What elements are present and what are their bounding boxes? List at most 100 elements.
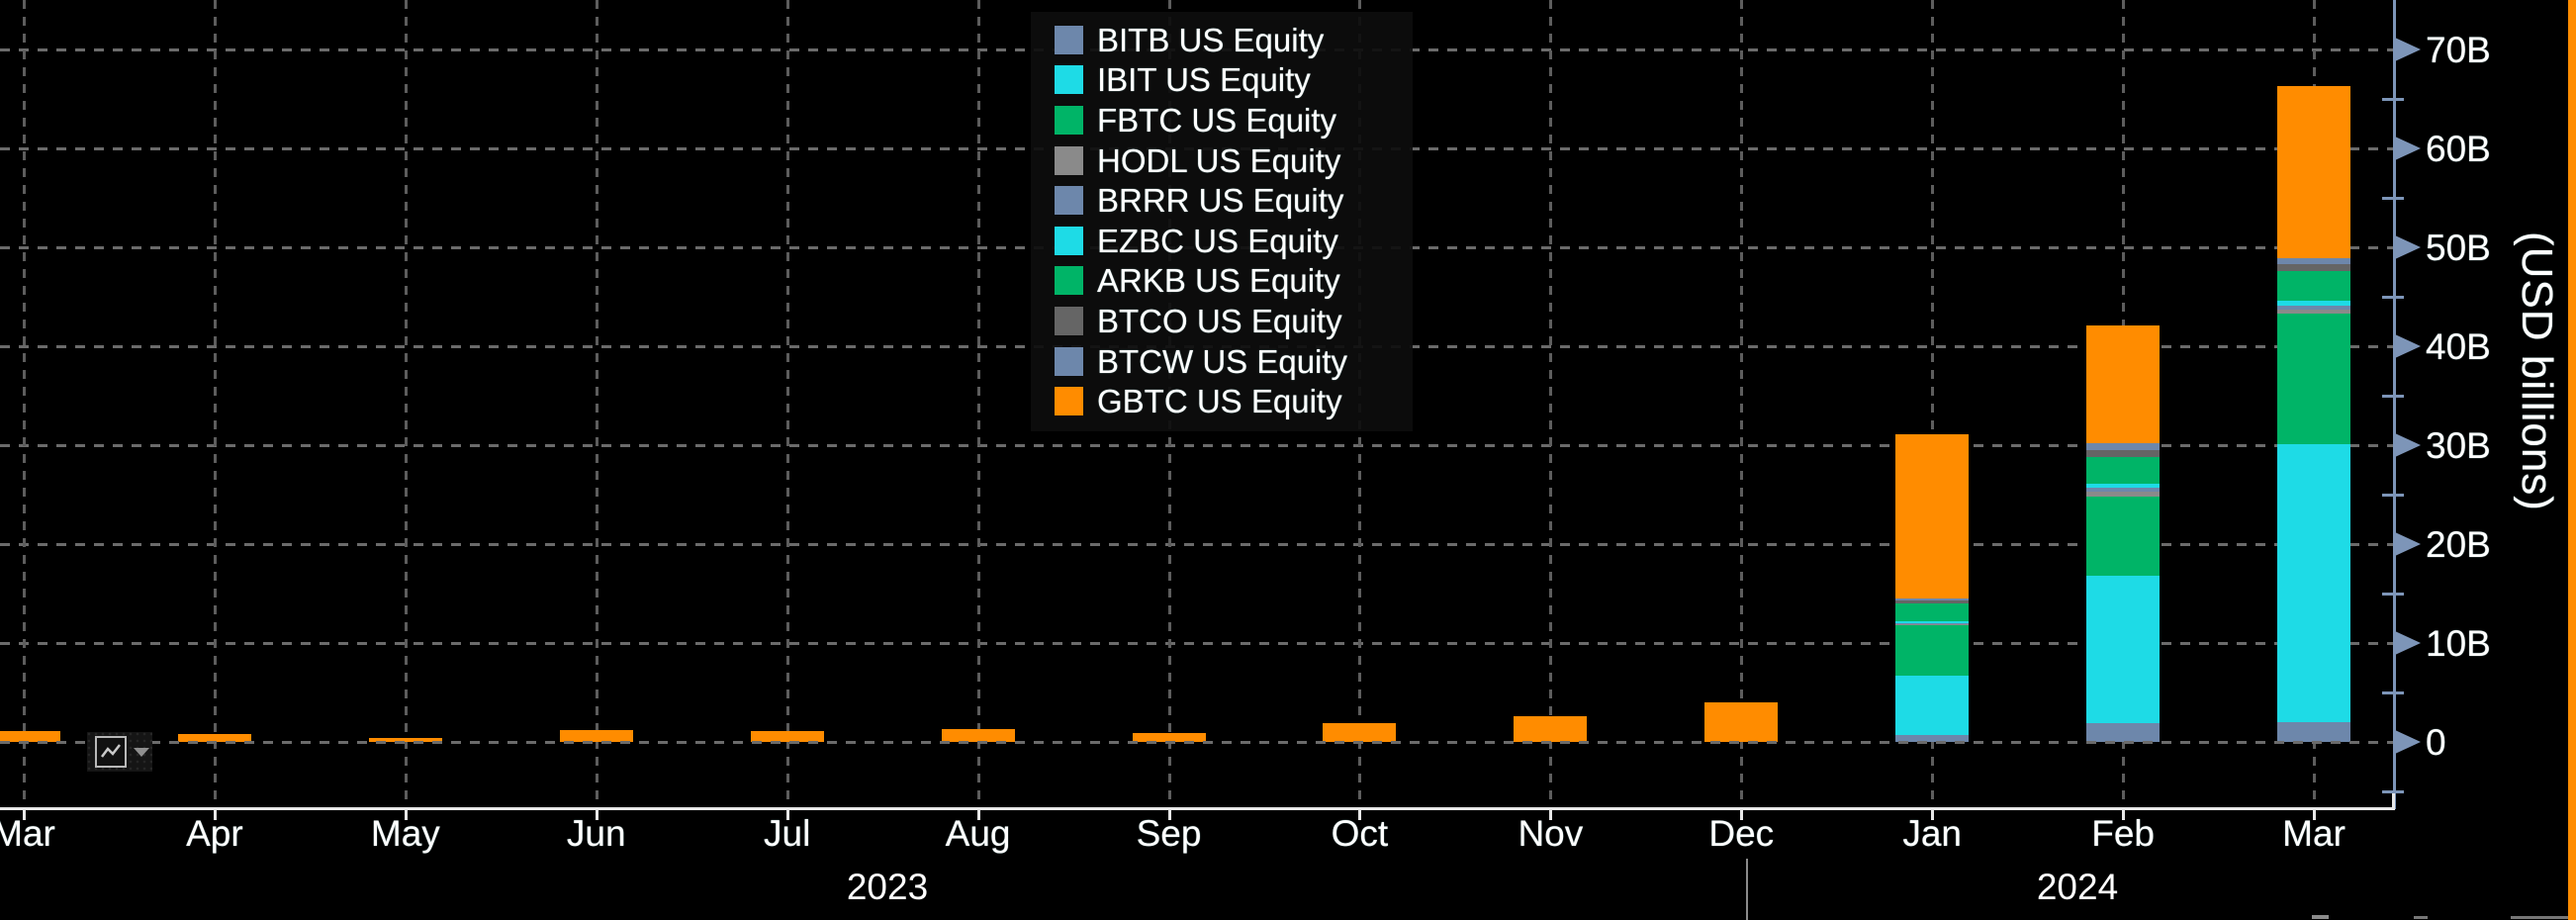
bar-segment-ibit-jan xyxy=(1895,676,1970,735)
y-axis-tick-label-0: 0 xyxy=(2426,722,2446,763)
legend-label: GBTC US Equity xyxy=(1097,383,1342,420)
legend-item-btco[interactable]: BTCO US Equity xyxy=(1055,301,1403,341)
x-axis-label-mar: Mar xyxy=(0,813,55,854)
bar-segment-arkb-mar xyxy=(2277,270,2351,301)
bar-segment-ibit-feb xyxy=(2086,576,2161,723)
bar-segment-btco-feb xyxy=(2086,450,2161,457)
x-axis-label-dec: Dec xyxy=(1708,813,1775,854)
bar-segment-ezbc-feb xyxy=(2086,483,2161,488)
bar-segment-gbtc-jul xyxy=(750,730,824,742)
legend-label: BRRR US Equity xyxy=(1097,182,1344,220)
legend-label: HODL US Equity xyxy=(1097,141,1341,179)
bar-segment-ezbc-mar xyxy=(2277,300,2351,306)
bar-segment-hodl-mar xyxy=(2277,309,2351,314)
bar-segment-gbtc-mar xyxy=(2277,86,2351,258)
bar-segment-fbtc-mar xyxy=(2277,314,2351,444)
bar-segment-gbtc-mar xyxy=(0,731,60,742)
gridline-vertical-jun xyxy=(595,0,598,807)
x-axis-tick-sep xyxy=(1167,807,1171,820)
y-axis-minor-tick xyxy=(2382,197,2404,200)
y-axis-title: (USD billions) xyxy=(2507,129,2566,613)
gridline-horizontal-30B xyxy=(0,444,2394,447)
chevron-down-icon[interactable] xyxy=(134,747,149,757)
legend-item-fbtc[interactable]: FBTC US Equity xyxy=(1055,100,1403,140)
legend-label: ARKB US Equity xyxy=(1097,262,1340,300)
x-axis-label-sep: Sep xyxy=(1136,813,1202,854)
x-axis-tick-aug xyxy=(976,807,980,820)
legend-swatch-icon xyxy=(1055,186,1083,216)
year-label-2023: 2023 xyxy=(846,867,929,907)
y-axis-tick-label-40B: 40B xyxy=(2426,326,2491,367)
legend-label: FBTC US Equity xyxy=(1097,101,1337,138)
bar-segment-gbtc-nov xyxy=(1514,716,1588,742)
x-axis-label-nov: Nov xyxy=(1518,813,1584,854)
bar-segment-btco-jan xyxy=(1895,600,1970,603)
legend-item-ezbc[interactable]: EZBC US Equity xyxy=(1055,221,1403,261)
y-axis-tick-label-70B: 70B xyxy=(2426,30,2491,70)
x-axis-right-step xyxy=(2392,790,2395,808)
y-axis-minor-tick xyxy=(2382,790,2404,793)
y-axis-minor-tick xyxy=(2382,98,2404,101)
legend-swatch-icon xyxy=(1055,65,1083,95)
y-axis-tick-arrow-20B xyxy=(2395,532,2421,556)
year-label-2024: 2024 xyxy=(2036,867,2119,907)
x-axis-tick-dec xyxy=(1740,807,1744,820)
legend-label: EZBC US Equity xyxy=(1097,222,1338,259)
y-axis-tick-arrow-30B xyxy=(2395,433,2421,457)
legend-swatch-icon xyxy=(1055,346,1083,376)
x-axis-label-oct: Oct xyxy=(1331,813,1389,854)
legend-item-arkb[interactable]: ARKB US Equity xyxy=(1055,261,1403,302)
legend: BITB US Equity IBIT US Equity FBTC US Equi… xyxy=(1031,12,1413,431)
x-axis-tick-mar xyxy=(2313,807,2317,820)
y-axis-tick-arrow-0 xyxy=(2395,730,2421,754)
gridline-vertical-jan xyxy=(1931,0,1935,807)
legend-swatch-icon xyxy=(1055,387,1083,416)
y-axis-tick-arrow-60B xyxy=(2395,137,2421,160)
x-axis-tick-apr xyxy=(213,807,217,820)
x-axis-label-jul: Jul xyxy=(764,813,811,854)
bar-segment-gbtc-dec xyxy=(1704,702,1779,742)
terminal-edge-strip xyxy=(2568,0,2576,920)
legend-item-bitb[interactable]: BITB US Equity xyxy=(1055,20,1403,60)
legend-label: BTCO US Equity xyxy=(1097,302,1342,339)
x-axis-line xyxy=(0,807,2395,810)
gridline-vertical-nov xyxy=(1549,0,1553,807)
gridline-vertical-apr xyxy=(213,0,217,807)
legend-item-ibit[interactable]: IBIT US Equity xyxy=(1055,60,1403,101)
attribution-remnant xyxy=(2312,915,2329,919)
legend-label: IBIT US Equity xyxy=(1097,61,1311,99)
x-axis-tick-feb xyxy=(2122,807,2126,820)
bar-segment-ibit-mar xyxy=(2277,444,2351,722)
legend-swatch-icon xyxy=(1055,25,1083,54)
x-axis-label-may: May xyxy=(370,813,440,854)
x-axis-tick-jul xyxy=(785,807,789,820)
bar-segment-gbtc-apr xyxy=(177,733,251,742)
x-axis-tick-may xyxy=(404,807,408,820)
x-axis-tick-nov xyxy=(1549,807,1553,820)
y-axis-line xyxy=(2393,0,2396,809)
bar-segment-fbtc-feb xyxy=(2086,497,2161,576)
legend-item-gbtc[interactable]: GBTC US Equity xyxy=(1055,381,1403,421)
x-axis-tick-jun xyxy=(595,807,598,820)
annotation-toolbar[interactable] xyxy=(87,732,152,772)
legend-label: BITB US Equity xyxy=(1097,21,1325,58)
bar-segment-btcw-mar xyxy=(2277,258,2351,264)
y-axis-tick-arrow-10B xyxy=(2395,631,2421,655)
year-divider-line xyxy=(1746,859,1748,920)
bar-segment-fbtc-jan xyxy=(1895,624,1970,676)
bar-segment-brrr-jan xyxy=(1895,623,1970,624)
y-axis-tick-label-30B: 30B xyxy=(2426,425,2491,466)
y-axis-minor-tick xyxy=(2382,494,2404,497)
legend-item-hodl[interactable]: HODL US Equity xyxy=(1055,140,1403,181)
y-axis-minor-tick xyxy=(2382,593,2404,596)
line-chart-icon[interactable] xyxy=(95,736,127,768)
legend-item-brrr[interactable]: BRRR US Equity xyxy=(1055,180,1403,221)
legend-swatch-icon xyxy=(1055,266,1083,296)
bar-segment-btcw-jan xyxy=(1895,598,1970,600)
gridline-vertical-mar xyxy=(23,0,26,807)
x-axis-label-jan: Jan xyxy=(1902,813,1963,854)
legend-label: BTCW US Equity xyxy=(1097,342,1348,380)
bar-segment-gbtc-may xyxy=(368,737,442,742)
y-axis-title-text: (USD billions) xyxy=(2513,230,2561,511)
legend-item-btcw[interactable]: BTCW US Equity xyxy=(1055,341,1403,382)
